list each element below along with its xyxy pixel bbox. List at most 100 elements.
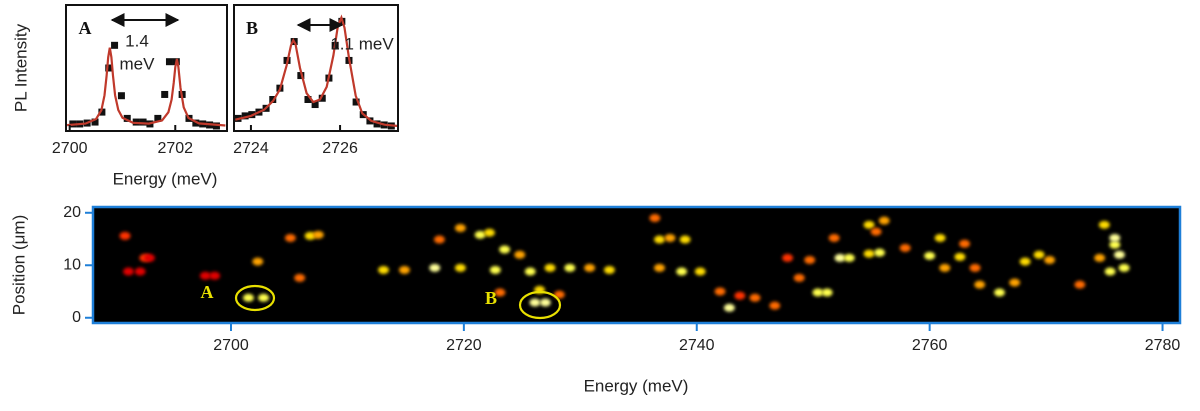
data-point [117, 92, 125, 100]
emission-spot [870, 227, 882, 236]
annotation: meV [120, 54, 156, 73]
data-point [241, 112, 249, 120]
emission-spot [258, 293, 270, 302]
emission-spot [1109, 233, 1121, 242]
emission-spot [544, 263, 556, 272]
emission-spot [782, 253, 794, 262]
emission-spot [974, 280, 986, 289]
emission-spot [398, 265, 410, 274]
plot-background [93, 207, 1180, 323]
emission-spot [843, 253, 855, 262]
emission-spot [812, 288, 824, 297]
emission-spot [1019, 257, 1031, 266]
annotation: 1.4 [125, 31, 149, 50]
panel: 2700 2702 Energy (meV) PL Intensity A 1.4 meV [11, 4, 228, 188]
emission-spot [1118, 263, 1130, 272]
emission-spot [939, 263, 951, 272]
fit-line [235, 14, 399, 128]
emission-spot [863, 249, 875, 258]
emission-spot [119, 231, 131, 240]
x-tick-label: 2740 [679, 337, 715, 354]
panel: 2724 2726 B 1.1 meV [233, 4, 399, 157]
emission-spot [994, 288, 1006, 297]
emission-spot [1044, 256, 1056, 265]
emission-spot [793, 273, 805, 282]
emission-spot [294, 273, 306, 282]
data-point [304, 96, 312, 103]
emission-spot [529, 298, 541, 307]
emission-spot [959, 239, 971, 248]
data-point [352, 98, 360, 106]
annotation: A [79, 18, 92, 38]
emission-spot [1104, 267, 1116, 276]
data-point [192, 119, 200, 127]
emission-spot [954, 252, 966, 261]
data-point [154, 114, 162, 122]
emission-spot [143, 253, 155, 262]
emission-spot [1098, 220, 1110, 229]
data-point [105, 64, 113, 72]
emission-spot [874, 248, 886, 257]
emission-spot [524, 267, 536, 276]
emission-spot [123, 267, 135, 276]
emission-spot [209, 271, 221, 280]
y-tick-label: 0 [72, 309, 81, 326]
emission-spot [564, 263, 576, 272]
emission-spot [378, 265, 390, 274]
data-point [111, 41, 119, 49]
emission-spot [934, 233, 946, 242]
fit-line [67, 47, 226, 127]
emission-spot [499, 245, 511, 254]
emission-spot [804, 256, 816, 265]
emission-spot [649, 214, 661, 223]
emission-spot [694, 267, 706, 276]
emission-spot [252, 257, 264, 266]
x-tick-label: 2760 [912, 337, 948, 354]
annotation: B [246, 18, 258, 38]
emission-spot [734, 291, 746, 300]
data-point [123, 114, 131, 122]
emission-spot [584, 263, 596, 272]
emission-spot [1033, 250, 1045, 259]
emission-spot [1109, 240, 1121, 249]
emission-spot [539, 298, 551, 307]
emission-spot [489, 265, 501, 274]
x-axis-label: Energy (meV) [113, 169, 218, 188]
emission-spot [1009, 278, 1021, 287]
x-axis-label: Energy (meV) [584, 376, 689, 395]
emission-spot [1113, 250, 1125, 259]
data-point [139, 118, 147, 126]
highlight-ring [234, 284, 276, 312]
x-tick-label: 2780 [1145, 337, 1181, 354]
emission-spot [603, 265, 615, 274]
emission-spot [924, 251, 936, 260]
emission-spot [242, 293, 254, 302]
x-tick-label: 2720 [446, 337, 482, 354]
data-point [161, 90, 169, 98]
y-axis-label: Position (μm) [9, 215, 28, 315]
emission-spot [714, 287, 726, 296]
x-tick-label: 2724 [233, 140, 269, 157]
emission-spot [312, 230, 324, 239]
emission-spot [199, 271, 211, 280]
emission-spot [834, 253, 846, 262]
emission-spot [664, 233, 676, 242]
emission-spot [769, 301, 781, 310]
emission-spot [863, 220, 875, 229]
emission-spot [878, 216, 890, 225]
data-point [212, 122, 220, 130]
emission-spot [454, 263, 466, 272]
emission-spot [514, 250, 526, 259]
data-point [373, 120, 381, 128]
emission-spot [828, 233, 840, 242]
emission-spot [284, 233, 296, 242]
x-tick-label: 2700 [213, 337, 249, 354]
emission-spot [653, 263, 665, 272]
emission-spot [134, 267, 146, 276]
x-tick-label: 2700 [52, 140, 88, 157]
panel: 2700 2720 2740 2760 2780 0 10 20 Energy (meV) Pos… [9, 204, 1182, 395]
emission-spot [429, 263, 441, 272]
data-point [165, 58, 173, 66]
highlight-ring [518, 290, 562, 320]
data-point [311, 101, 319, 109]
